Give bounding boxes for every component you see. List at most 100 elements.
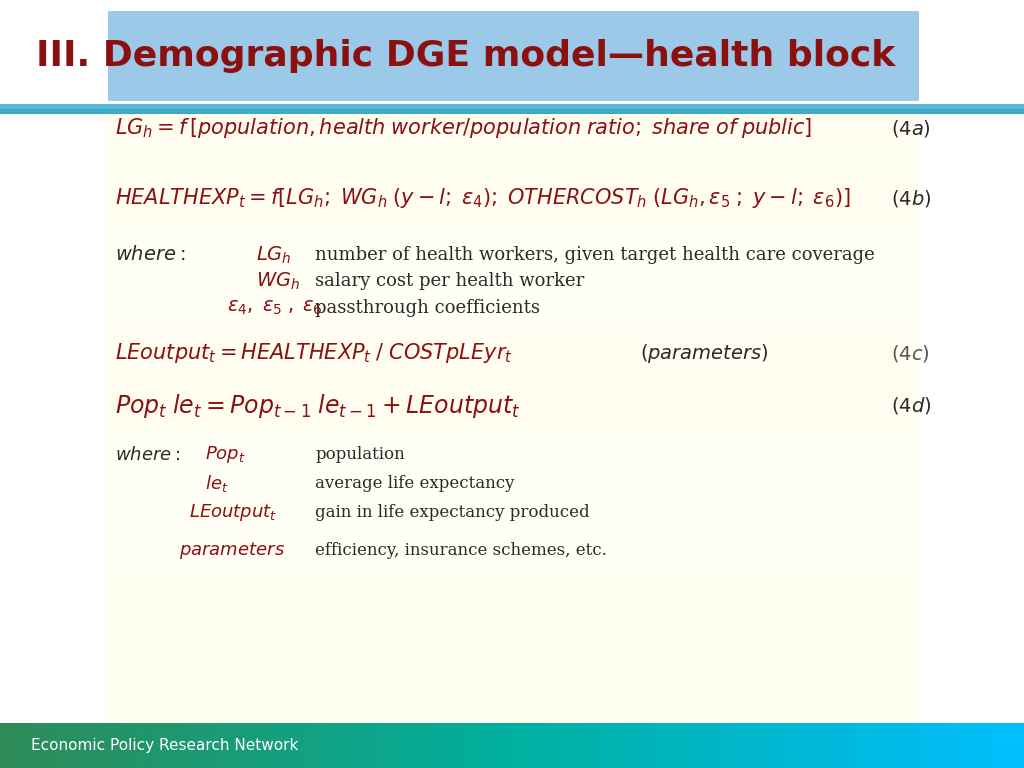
Bar	[469, 723, 471, 768]
Bar	[248, 723, 251, 768]
Bar	[640, 723, 643, 768]
Bar	[459, 723, 461, 768]
Bar	[862, 723, 865, 768]
Bar	[1014, 723, 1016, 768]
Bar	[745, 723, 748, 768]
Bar	[756, 723, 758, 768]
Bar	[500, 723, 502, 768]
Bar	[507, 723, 510, 768]
Bar	[143, 723, 146, 768]
Bar	[988, 723, 990, 768]
Bar	[410, 723, 412, 768]
Bar	[251, 723, 254, 768]
Bar	[5, 723, 8, 768]
Bar	[686, 723, 688, 768]
Bar	[404, 723, 408, 768]
Bar	[739, 723, 742, 768]
Bar	[77, 723, 80, 768]
Bar	[118, 723, 121, 768]
Bar	[517, 723, 519, 768]
Bar	[148, 723, 152, 768]
Bar	[819, 723, 821, 768]
Bar	[937, 723, 940, 768]
Bar	[647, 723, 650, 768]
Bar	[387, 723, 389, 768]
Bar	[268, 723, 271, 768]
Bar	[399, 723, 401, 768]
Bar	[527, 723, 530, 768]
Bar	[561, 723, 563, 768]
Bar	[879, 723, 881, 768]
Bar	[666, 723, 668, 768]
Bar	[899, 723, 901, 768]
Bar	[193, 723, 195, 768]
Bar	[558, 723, 561, 768]
Bar	[220, 723, 223, 768]
Bar	[872, 723, 876, 768]
Text: $\mathit{Pop_t}$: $\mathit{Pop_t}$	[205, 444, 246, 465]
Bar	[835, 723, 837, 768]
Bar	[241, 723, 244, 768]
Text: $(4d)$: $(4d)$	[891, 395, 931, 416]
Bar	[817, 723, 819, 768]
Bar	[804, 723, 807, 768]
Bar	[432, 723, 435, 768]
Bar	[612, 723, 614, 768]
Bar	[655, 723, 657, 768]
Bar	[906, 723, 909, 768]
Bar	[582, 723, 584, 768]
Bar	[975, 723, 978, 768]
Bar	[920, 723, 922, 768]
Bar	[0, 723, 2, 768]
Bar	[932, 723, 934, 768]
Bar	[338, 723, 340, 768]
Bar	[494, 723, 497, 768]
Bar	[312, 723, 315, 768]
Bar	[319, 723, 323, 768]
Bar	[492, 723, 494, 768]
Bar	[46, 723, 49, 768]
Bar	[389, 723, 391, 768]
Bar	[650, 723, 653, 768]
Bar	[840, 723, 842, 768]
Bar	[978, 723, 980, 768]
Bar	[128, 723, 131, 768]
Bar	[174, 723, 177, 768]
Bar	[483, 723, 486, 768]
Bar	[973, 723, 975, 768]
Bar	[466, 723, 469, 768]
Text: III. Demographic DGE model—health block: III. Demographic DGE model—health block	[36, 39, 896, 73]
Bar	[61, 723, 63, 768]
Bar	[266, 723, 268, 768]
Bar	[797, 723, 799, 768]
Bar	[850, 723, 852, 768]
Bar	[865, 723, 867, 768]
Bar	[780, 723, 783, 768]
Bar	[97, 723, 100, 768]
Text: average life expectancy: average life expectancy	[315, 475, 515, 492]
Bar	[821, 723, 824, 768]
Bar	[688, 723, 691, 768]
Bar	[512, 723, 514, 768]
Bar	[637, 723, 640, 768]
Bar	[225, 723, 227, 768]
Bar	[346, 723, 348, 768]
Bar	[983, 723, 985, 768]
Bar	[911, 723, 913, 768]
Bar	[205, 723, 207, 768]
Bar	[43, 723, 46, 768]
Bar	[671, 723, 674, 768]
Bar	[1009, 723, 1011, 768]
Bar	[668, 723, 671, 768]
Bar	[541, 723, 543, 768]
Bar	[627, 723, 630, 768]
Bar	[522, 723, 524, 768]
Bar	[445, 723, 449, 768]
Bar	[420, 723, 422, 768]
Bar	[737, 723, 739, 768]
Bar	[776, 723, 778, 768]
Bar	[425, 723, 428, 768]
Bar	[213, 723, 215, 768]
Bar	[589, 723, 591, 768]
Bar	[156, 723, 159, 768]
